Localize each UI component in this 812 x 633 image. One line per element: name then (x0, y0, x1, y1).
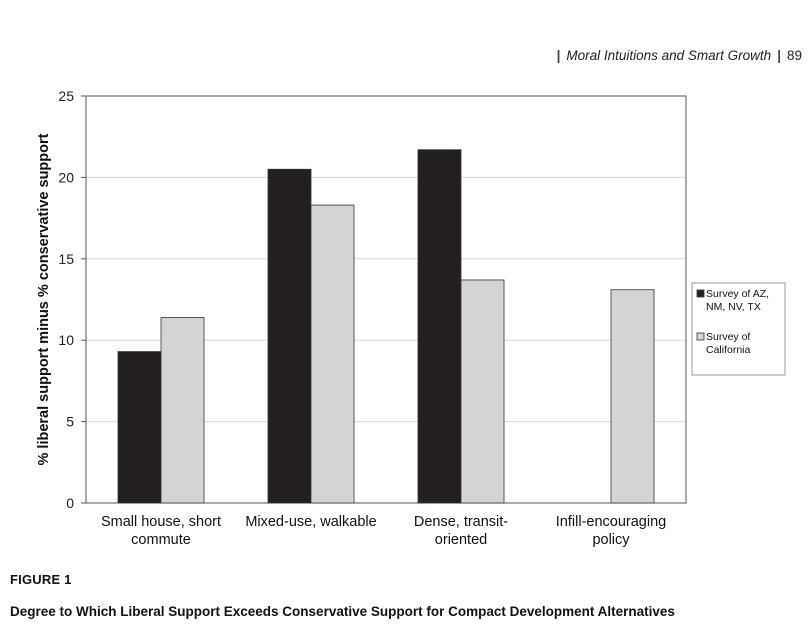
figure-label: FIGURE 1 (10, 572, 72, 587)
legend-swatch (696, 332, 705, 341)
y-axis-label: % liberal support minus % conservative s… (36, 133, 52, 465)
running-header: | Moral Intuitions and Smart Growth | 89 (551, 48, 802, 63)
x-category-label: Infill-encouraging (556, 514, 666, 530)
x-category-label: Dense, transit- (414, 514, 508, 530)
y-tick-label: 15 (58, 251, 74, 267)
plot-frame (85, 95, 687, 504)
bar (460, 279, 505, 504)
legend-entry: NM, NV, TX (706, 301, 761, 313)
x-category-label: Small house, short (101, 514, 221, 530)
y-tick-label: 20 (58, 169, 74, 185)
x-category-label: oriented (435, 532, 487, 548)
bar (310, 204, 355, 504)
bar-chart: 0 5 10 15 20 25 Small house, short commute Mixed… (36, 88, 786, 548)
bar (160, 317, 205, 504)
y-tick-label: 25 (58, 88, 74, 104)
bar (417, 149, 462, 504)
y-tick-label: 10 (58, 332, 74, 348)
figure-caption: Degree to Which Liberal Support Exceeds … (10, 604, 675, 619)
page-number: 89 (786, 48, 802, 63)
legend-swatch (696, 289, 705, 298)
y-tick-label: 0 (66, 495, 74, 511)
x-category-label: Mixed-use, walkable (245, 514, 376, 530)
running-header-title: Moral Intuitions and Smart Growth (566, 48, 772, 63)
legend-entry: California (706, 344, 751, 356)
legend-box (691, 282, 786, 376)
x-category-label: policy (592, 532, 630, 548)
header-separator: | (777, 48, 781, 63)
header-separator: | (556, 48, 561, 63)
x-category-label: commute (131, 532, 191, 548)
legend-entry: Survey of AZ, (706, 288, 769, 300)
bar (267, 168, 312, 504)
bar (610, 289, 655, 504)
y-tick-label: 5 (66, 414, 74, 430)
legend-entry: Survey of (706, 331, 750, 343)
bar (117, 351, 162, 504)
